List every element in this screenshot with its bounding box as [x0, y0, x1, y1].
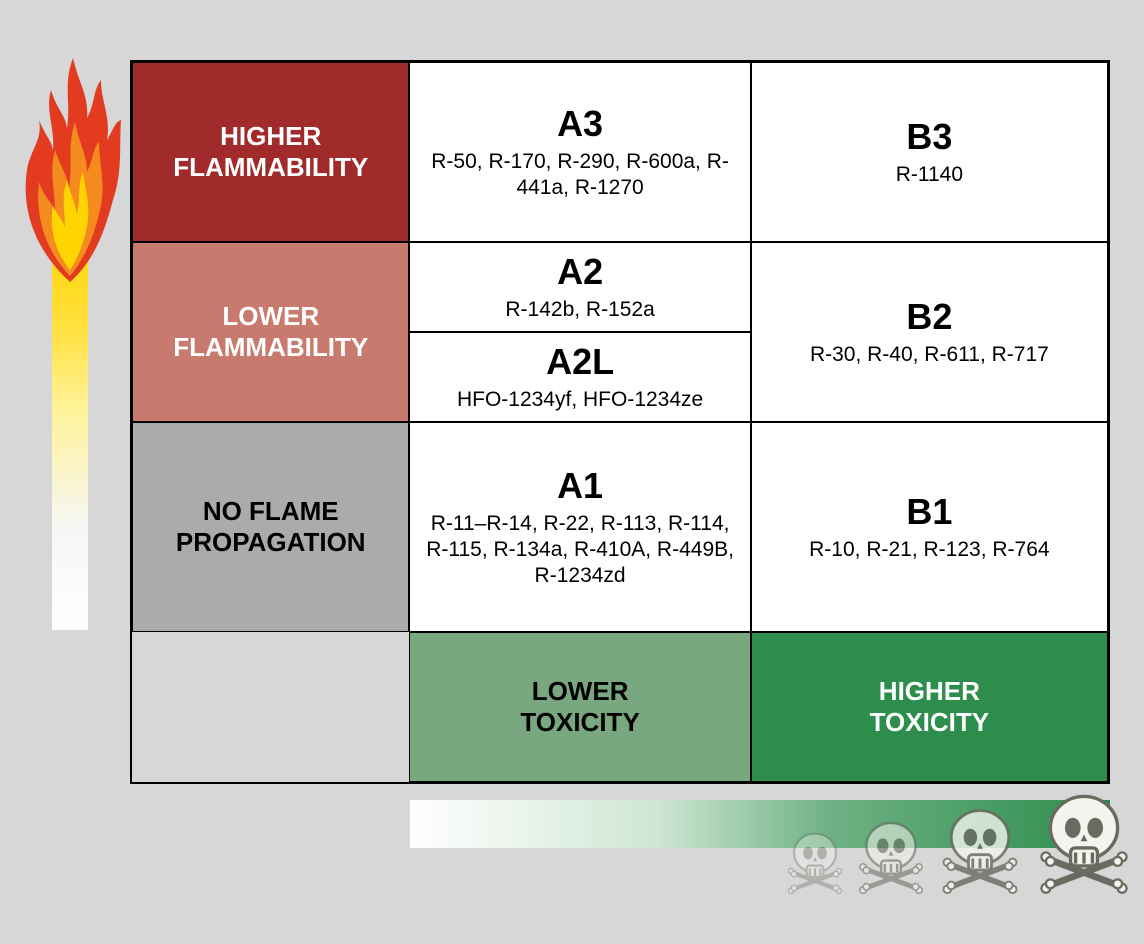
label-text: LOWER: [532, 676, 629, 707]
label-no-flame: NO FLAME PROPAGATION: [132, 422, 409, 632]
label-lower-flammability: LOWER FLAMMABILITY: [132, 242, 409, 422]
label-text: NO FLAME: [203, 496, 339, 527]
refrigerant-list: R-11–R-14, R-22, R-113, R-114, R-115, R-…: [418, 511, 741, 590]
label-text: HIGHER: [879, 676, 980, 707]
row-no-flame: NO FLAME PROPAGATION A1 R-11–R-14, R-22,…: [132, 422, 1108, 632]
blank-cell: [132, 632, 409, 782]
row-lower-flammability: LOWER FLAMMABILITY A2 R-142b, R-152a A2L…: [132, 242, 1108, 422]
cell-a2: A2 R-142b, R-152a: [410, 243, 749, 333]
skull-icon: [932, 799, 1028, 900]
class-code: A2L: [546, 341, 614, 383]
class-code: A2: [557, 251, 603, 293]
class-code: B1: [906, 491, 952, 533]
flame-stem-gradient: [52, 230, 88, 630]
label-higher-toxicity: HIGHER TOXICITY: [751, 632, 1108, 782]
flame-icon: [15, 50, 125, 290]
cell-b1: B1 R-10, R-21, R-123, R-764: [751, 422, 1108, 632]
classification-grid: HIGHER FLAMMABILITY A3 R-50, R-170, R-29…: [130, 60, 1110, 784]
skull-icon: [850, 813, 932, 900]
cell-a3: A3 R-50, R-170, R-290, R-600a, R-441a, R…: [409, 62, 750, 242]
cell-a1: A1 R-11–R-14, R-22, R-113, R-114, R-115,…: [409, 422, 750, 632]
cell-b2: B2 R-30, R-40, R-611, R-717: [751, 242, 1108, 422]
label-text: FLAMMABILITY: [173, 332, 368, 363]
skull-icon: [780, 825, 850, 900]
label-text: LOWER: [222, 301, 319, 332]
row-toxicity-labels: LOWER TOXICITY HIGHER TOXICITY: [132, 632, 1108, 782]
label-text: FLAMMABILITY: [173, 152, 368, 183]
refrigerant-list: R-142b, R-152a: [505, 297, 654, 323]
class-code: B3: [906, 116, 952, 158]
label-text: HIGHER: [220, 121, 321, 152]
cell-a2-a2l: A2 R-142b, R-152a A2L HFO-1234yf, HFO-12…: [409, 242, 750, 422]
class-code: A1: [557, 465, 603, 507]
refrigerant-list: HFO-1234yf, HFO-1234ze: [457, 387, 703, 413]
skull-icon: [1028, 783, 1140, 900]
refrigerant-list: R-50, R-170, R-290, R-600a, R-441a, R-12…: [418, 149, 741, 202]
row-higher-flammability: HIGHER FLAMMABILITY A3 R-50, R-170, R-29…: [132, 62, 1108, 242]
label-text: TOXICITY: [520, 707, 639, 738]
label-text: PROPAGATION: [176, 527, 366, 558]
refrigerant-list: R-1140: [896, 162, 963, 188]
class-code: B2: [906, 296, 952, 338]
toxicity-axis-icons: [770, 770, 1140, 900]
safety-classification-chart: HIGHER FLAMMABILITY A3 R-50, R-170, R-29…: [0, 0, 1144, 944]
label-higher-flammability: HIGHER FLAMMABILITY: [132, 62, 409, 242]
flammability-axis-icon: [20, 60, 120, 630]
refrigerant-list: R-10, R-21, R-123, R-764: [809, 537, 1049, 563]
class-code: A3: [557, 103, 603, 145]
label-text: TOXICITY: [870, 707, 989, 738]
refrigerant-list: R-30, R-40, R-611, R-717: [810, 342, 1049, 368]
label-lower-toxicity: LOWER TOXICITY: [409, 632, 750, 782]
cell-b3: B3 R-1140: [751, 62, 1108, 242]
cell-a2l: A2L HFO-1234yf, HFO-1234ze: [410, 333, 749, 421]
